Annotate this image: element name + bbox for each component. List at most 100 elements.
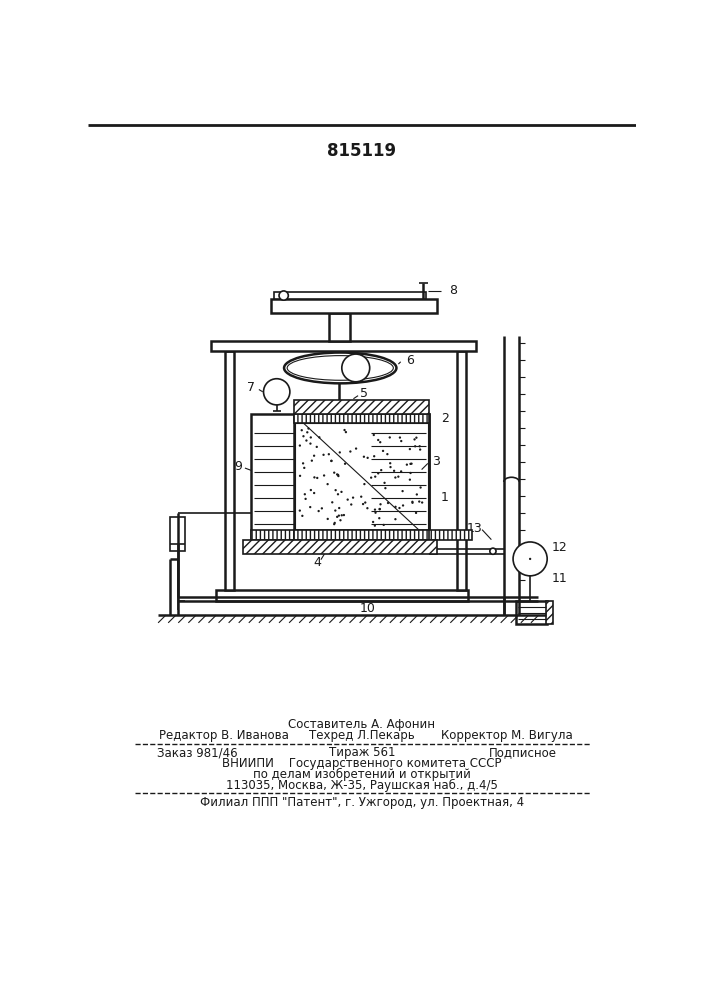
Circle shape (313, 476, 315, 479)
Text: Техред Л.Пекарь: Техред Л.Пекарь (309, 730, 415, 742)
Circle shape (398, 507, 401, 509)
Circle shape (334, 509, 337, 512)
Circle shape (337, 475, 339, 477)
Circle shape (397, 475, 399, 478)
Circle shape (346, 498, 349, 501)
Circle shape (331, 501, 334, 503)
Circle shape (350, 503, 352, 506)
Circle shape (334, 522, 336, 524)
Bar (271, 299, 437, 312)
Circle shape (305, 498, 307, 500)
Circle shape (400, 440, 402, 442)
Circle shape (395, 476, 397, 479)
Circle shape (310, 489, 312, 491)
Text: Составитель А. Афонин: Составитель А. Афонин (288, 718, 436, 731)
Text: Редактор В. Иванова: Редактор В. Иванова (159, 730, 289, 742)
Circle shape (419, 486, 422, 489)
Circle shape (339, 451, 341, 454)
Circle shape (336, 516, 339, 518)
Circle shape (302, 462, 304, 465)
Circle shape (380, 469, 382, 471)
Circle shape (373, 455, 375, 457)
Circle shape (340, 491, 343, 493)
Circle shape (305, 439, 308, 442)
Circle shape (377, 439, 380, 441)
Circle shape (334, 489, 337, 491)
Circle shape (383, 482, 386, 484)
Circle shape (337, 474, 339, 476)
Circle shape (338, 507, 340, 509)
Circle shape (344, 463, 346, 465)
Circle shape (298, 444, 301, 447)
Circle shape (374, 512, 377, 514)
Circle shape (529, 558, 531, 560)
Circle shape (316, 477, 318, 479)
Circle shape (321, 507, 323, 509)
Circle shape (389, 436, 391, 439)
Circle shape (378, 508, 381, 510)
Circle shape (409, 472, 411, 474)
Circle shape (322, 454, 325, 456)
Circle shape (410, 463, 413, 465)
Circle shape (363, 483, 366, 485)
Text: 3: 3 (432, 455, 440, 468)
Circle shape (355, 447, 357, 450)
Bar (329, 312, 351, 341)
Circle shape (409, 463, 411, 465)
Text: Корректор М. Вигула: Корректор М. Вигула (441, 730, 573, 742)
Circle shape (372, 521, 374, 523)
Circle shape (366, 457, 369, 459)
Circle shape (327, 518, 329, 520)
Circle shape (411, 501, 414, 503)
Circle shape (513, 542, 547, 576)
Circle shape (327, 453, 330, 455)
Circle shape (400, 470, 402, 473)
Circle shape (373, 434, 375, 436)
Circle shape (323, 474, 325, 477)
Text: по делам изобретений и открытий: по делам изобретений и открытий (253, 768, 471, 781)
Circle shape (378, 517, 380, 519)
Circle shape (317, 510, 320, 512)
Circle shape (374, 524, 376, 527)
Circle shape (409, 448, 411, 450)
Circle shape (303, 467, 305, 469)
Circle shape (415, 437, 418, 439)
Text: Филиал ППП "Патент", г. Ужгород, ул. Проектная, 4: Филиал ППП "Патент", г. Ужгород, ул. Про… (200, 796, 524, 809)
Circle shape (419, 448, 421, 451)
Text: 11: 11 (551, 572, 568, 585)
Circle shape (309, 442, 312, 445)
Bar (303, 405, 377, 414)
Circle shape (362, 503, 364, 505)
Circle shape (411, 502, 414, 504)
Text: 1: 1 (441, 491, 449, 504)
Circle shape (341, 354, 370, 382)
Circle shape (301, 515, 303, 517)
Text: 2: 2 (441, 412, 449, 425)
Circle shape (330, 460, 332, 462)
Circle shape (330, 460, 332, 462)
Circle shape (352, 496, 354, 499)
Circle shape (366, 507, 368, 509)
Bar (251, 530, 472, 540)
Bar (243, 540, 437, 554)
Circle shape (414, 445, 416, 447)
Text: 815119: 815119 (327, 142, 397, 160)
Circle shape (338, 514, 340, 517)
Text: Заказ 981/46: Заказ 981/46 (156, 746, 237, 759)
Circle shape (402, 504, 404, 507)
Circle shape (399, 436, 401, 439)
Circle shape (418, 500, 421, 503)
Circle shape (299, 475, 301, 477)
Circle shape (377, 472, 380, 474)
Bar (216, 590, 468, 601)
Circle shape (382, 524, 385, 526)
Circle shape (382, 450, 384, 452)
Circle shape (279, 291, 288, 300)
Bar (293, 530, 429, 540)
Circle shape (390, 466, 392, 468)
Circle shape (264, 379, 290, 405)
Circle shape (380, 503, 382, 505)
Circle shape (333, 471, 335, 474)
Bar (225, 351, 234, 590)
Circle shape (341, 514, 343, 516)
